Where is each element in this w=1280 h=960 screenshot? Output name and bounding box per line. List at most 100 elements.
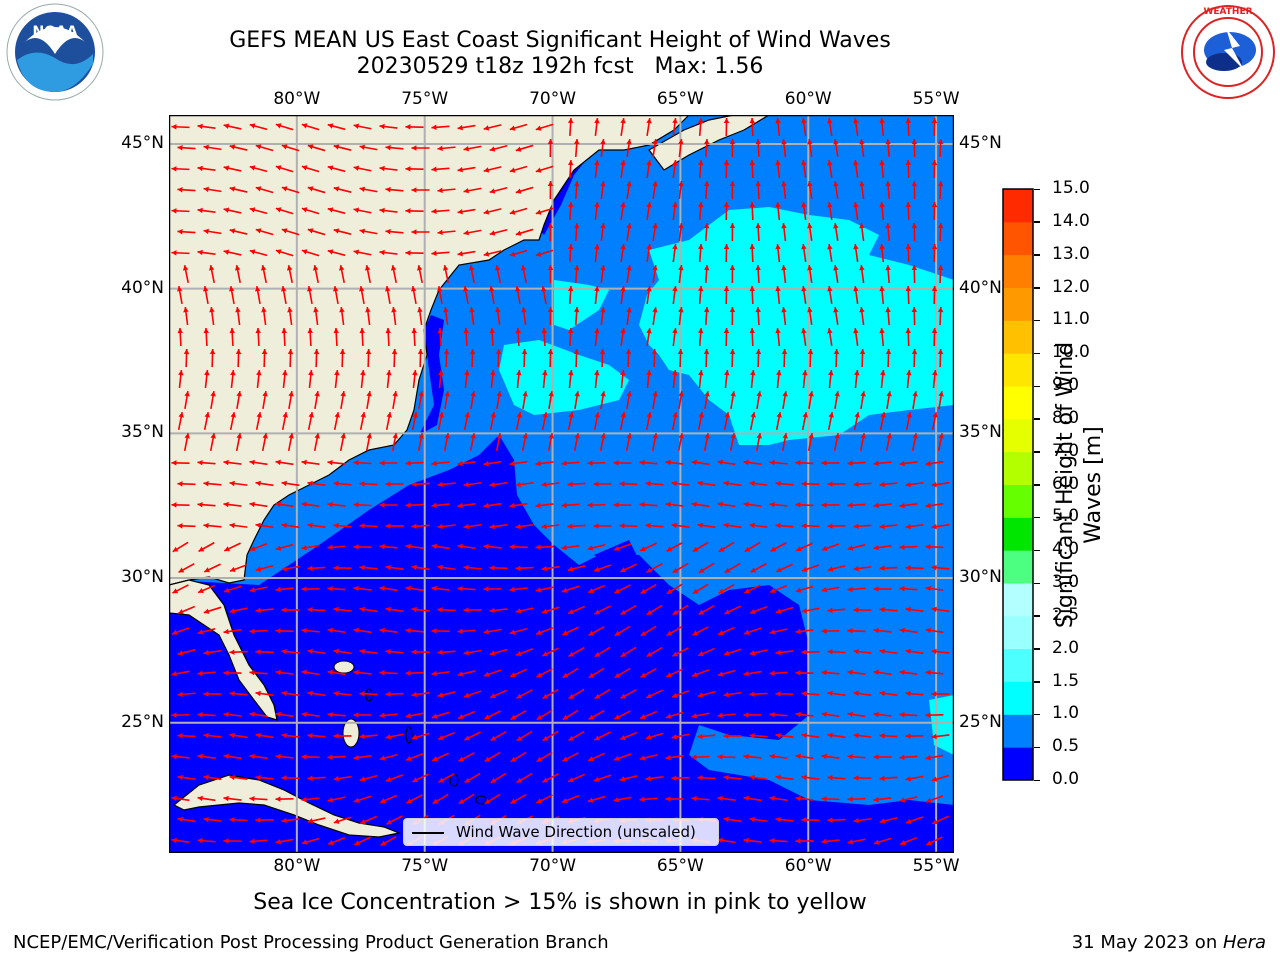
wave-direction-arrow <box>197 207 216 214</box>
axis-tick-label: 70°W <box>529 856 577 876</box>
wave-direction-arrow <box>457 628 476 635</box>
wave-direction-arrow <box>249 249 268 257</box>
wave-direction-arrow <box>827 117 833 137</box>
wave-direction-arrow <box>879 565 898 571</box>
wave-direction-arrow <box>937 433 944 451</box>
colorbar-segment <box>1003 320 1033 354</box>
wave-direction-arrow <box>431 752 449 762</box>
wave-direction-arrow <box>885 222 891 242</box>
wave-direction-arrow <box>775 243 781 263</box>
wave-direction-arrow <box>854 369 860 389</box>
wave-direction-arrow <box>847 544 866 551</box>
wave-direction-arrow <box>905 775 924 782</box>
ocean-1-1p5m-patch-a <box>554 280 609 330</box>
wave-direction-arrow <box>873 544 892 551</box>
wave-direction-arrow <box>385 144 404 151</box>
colorbar-tick-mark <box>1034 418 1040 420</box>
colorbar-tick-mark <box>1034 188 1040 190</box>
wave-direction-arrow <box>197 584 216 594</box>
wave-direction-arrow <box>468 265 475 283</box>
wave-direction-arrow <box>542 730 559 742</box>
wave-direction-arrow <box>255 286 261 304</box>
wave-direction-arrow <box>698 604 715 616</box>
colorbar-tick-label: 4.0 <box>1052 539 1080 560</box>
wave-direction-arrow <box>281 732 300 739</box>
wave-direction-arrow <box>197 165 216 172</box>
wave-direction-arrow <box>729 138 736 158</box>
wave-direction-arrow <box>885 348 892 368</box>
wave-direction-arrow <box>807 138 813 158</box>
wave-direction-arrow <box>587 460 606 466</box>
wave-direction-arrow <box>307 775 326 781</box>
colorbar-segment <box>1003 615 1033 650</box>
wave-direction-arrow <box>547 264 554 284</box>
wave-direction-arrow <box>379 165 398 172</box>
wave-direction-arrow <box>743 501 762 508</box>
wave-direction-arrow <box>333 565 352 571</box>
wave-direction-arrow <box>255 144 274 152</box>
wave-direction-arrow <box>561 544 580 551</box>
wave-direction-arrow <box>666 583 683 595</box>
wave-direction-arrow <box>385 564 404 571</box>
wave-direction-arrow <box>645 522 664 529</box>
wave-direction-arrow <box>359 523 378 529</box>
wave-direction-arrow <box>197 628 216 635</box>
wave-direction-arrow <box>457 586 476 592</box>
wave-direction-arrow <box>333 816 352 824</box>
wave-direction-arrow <box>899 669 918 676</box>
wave-direction-arrow <box>749 201 755 221</box>
wave-direction-arrow <box>879 117 885 137</box>
wave-direction-arrow <box>301 501 320 508</box>
wave-direction-arrow <box>672 201 678 221</box>
wave-direction-arrow <box>801 159 807 179</box>
wave-direction-arrow <box>743 627 762 635</box>
wave-direction-arrow <box>463 564 482 571</box>
wave-direction-arrow <box>275 543 294 551</box>
wave-direction-arrow <box>652 390 658 410</box>
wave-direction-arrow <box>599 433 606 451</box>
wave-direction-arrow <box>177 733 196 739</box>
wave-direction-arrow <box>515 648 534 656</box>
wave-direction-arrow <box>911 180 918 200</box>
wave-direction-arrow <box>444 390 450 410</box>
wave-direction-arrow <box>677 348 684 368</box>
wave-direction-arrow <box>548 390 554 410</box>
wave-direction-arrow <box>177 228 196 235</box>
wave-direction-arrow <box>807 222 813 242</box>
wave-direction-arrow <box>640 667 657 679</box>
wave-direction-arrow <box>391 348 398 368</box>
wave-direction-arrow <box>879 159 885 179</box>
wave-direction-arrow <box>385 327 391 347</box>
wave-direction-arrow <box>698 327 704 347</box>
wave-direction-arrow <box>275 753 294 760</box>
colorbar-tick-mark <box>1034 319 1040 322</box>
wave-direction-arrow <box>723 159 730 179</box>
axis-tick-label: 45°N <box>121 132 164 153</box>
wave-direction-arrow <box>561 585 580 593</box>
wave-direction-arrow <box>775 732 794 739</box>
wave-direction-arrow <box>821 753 840 760</box>
wave-direction-arrow <box>568 369 574 389</box>
wave-direction-arrow <box>483 208 502 215</box>
wave-direction-arrow <box>626 222 632 242</box>
wave-direction-arrow <box>704 390 710 410</box>
wave-direction-arrow <box>853 481 872 488</box>
wave-direction-arrow <box>905 565 924 571</box>
wave-direction-arrow <box>833 433 840 451</box>
wave-direction-arrow <box>672 327 678 347</box>
colorbar-tick-label: 0.0 <box>1052 769 1080 789</box>
wave-direction-arrow <box>801 564 820 572</box>
wave-direction-arrow <box>899 712 918 718</box>
wave-direction-arrow <box>717 712 736 719</box>
wave-direction-arrow <box>697 775 716 781</box>
wave-direction-arrow <box>489 145 508 152</box>
wave-direction-arrow <box>520 265 527 283</box>
wave-direction-arrow <box>197 501 216 508</box>
wave-direction-arrow <box>177 649 196 656</box>
wave-direction-arrow <box>229 774 248 781</box>
wave-direction-arrow <box>536 709 553 721</box>
wave-direction-arrow <box>483 124 502 131</box>
colorbar-tick-label: 3.0 <box>1052 572 1080 592</box>
wave-direction-arrow <box>723 648 742 656</box>
wave-direction-arrow <box>391 306 397 326</box>
